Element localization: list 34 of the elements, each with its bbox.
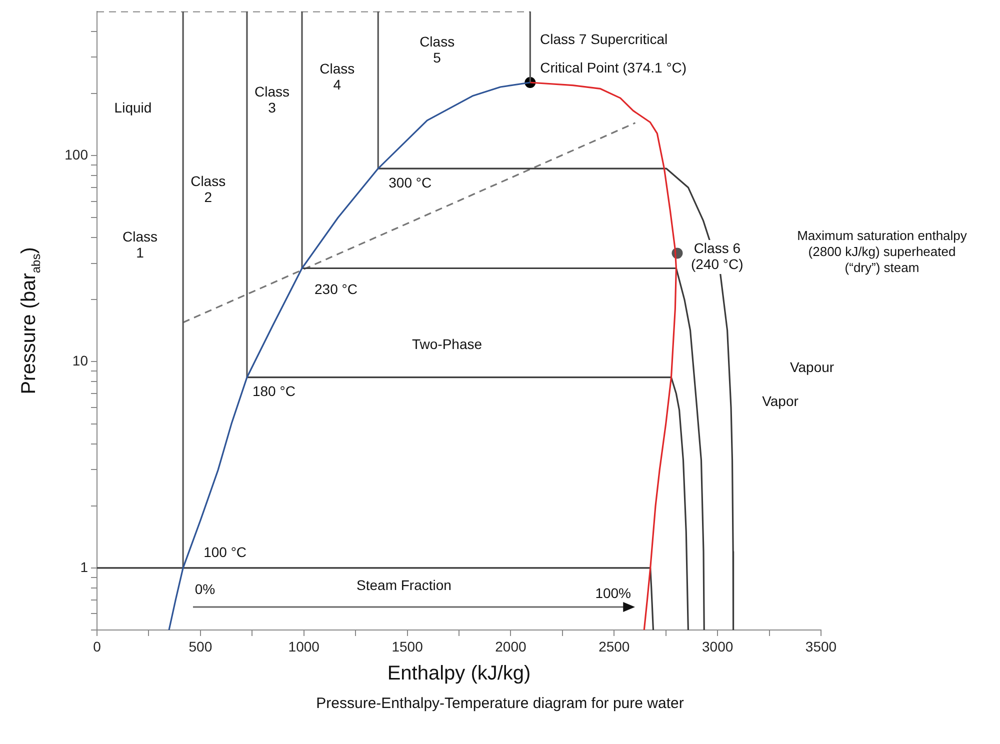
annotation: 300 °C bbox=[388, 174, 432, 190]
annotation: Two-Phase bbox=[412, 336, 482, 352]
annotation: Liquid bbox=[114, 99, 152, 116]
annotation: Vapor bbox=[762, 393, 799, 410]
y-tick-label: 10 bbox=[72, 352, 88, 369]
x-tick-label: 1500 bbox=[392, 638, 424, 654]
annotation: 0% bbox=[194, 581, 216, 598]
annotation: Class 1 bbox=[122, 228, 158, 260]
x-axis-title: Enthalpy (kJ/kg) bbox=[387, 662, 531, 685]
y-tick-label: 100 bbox=[64, 146, 88, 162]
annotation: Maximum saturation enthalpy (2800 kJ/kg) superheated (“dry”) steam bbox=[796, 228, 968, 276]
annotation: Class 4 bbox=[320, 60, 355, 92]
x-tick-label: 2000 bbox=[495, 638, 526, 654]
x-tick-label: 1000 bbox=[288, 638, 320, 654]
annotation: 180 °C bbox=[252, 383, 296, 400]
annotation: Class 5 bbox=[420, 34, 455, 66]
annotation: 230 °C bbox=[314, 281, 358, 298]
annotation: 100 °C bbox=[204, 544, 247, 560]
annotation: Critical Point (374.1 °C) bbox=[540, 59, 687, 76]
annotation: 100% bbox=[595, 584, 632, 601]
annotation: Vapour bbox=[790, 358, 834, 375]
annotation: Class 6 (240 °C) bbox=[691, 240, 744, 272]
y-axis-title: Pressure (barabs) bbox=[18, 247, 43, 394]
text: Pressure-Enthalpy-Temperature diagram for pure water bbox=[315, 695, 685, 712]
x-tick-label: 3500 bbox=[805, 638, 837, 654]
y-tick-label: 1 bbox=[80, 558, 88, 575]
x-tick-label: 2500 bbox=[598, 638, 630, 654]
x-tick-label: 500 bbox=[188, 638, 212, 654]
x-tick-label: 3000 bbox=[702, 638, 734, 654]
annotation: Class 3 bbox=[254, 83, 290, 116]
annotation: Class 7 Supercritical bbox=[540, 30, 668, 47]
annotation: Steam Fraction bbox=[356, 576, 452, 593]
annotation: Class 2 bbox=[190, 173, 226, 206]
x-tick-label: 0 bbox=[93, 638, 102, 654]
